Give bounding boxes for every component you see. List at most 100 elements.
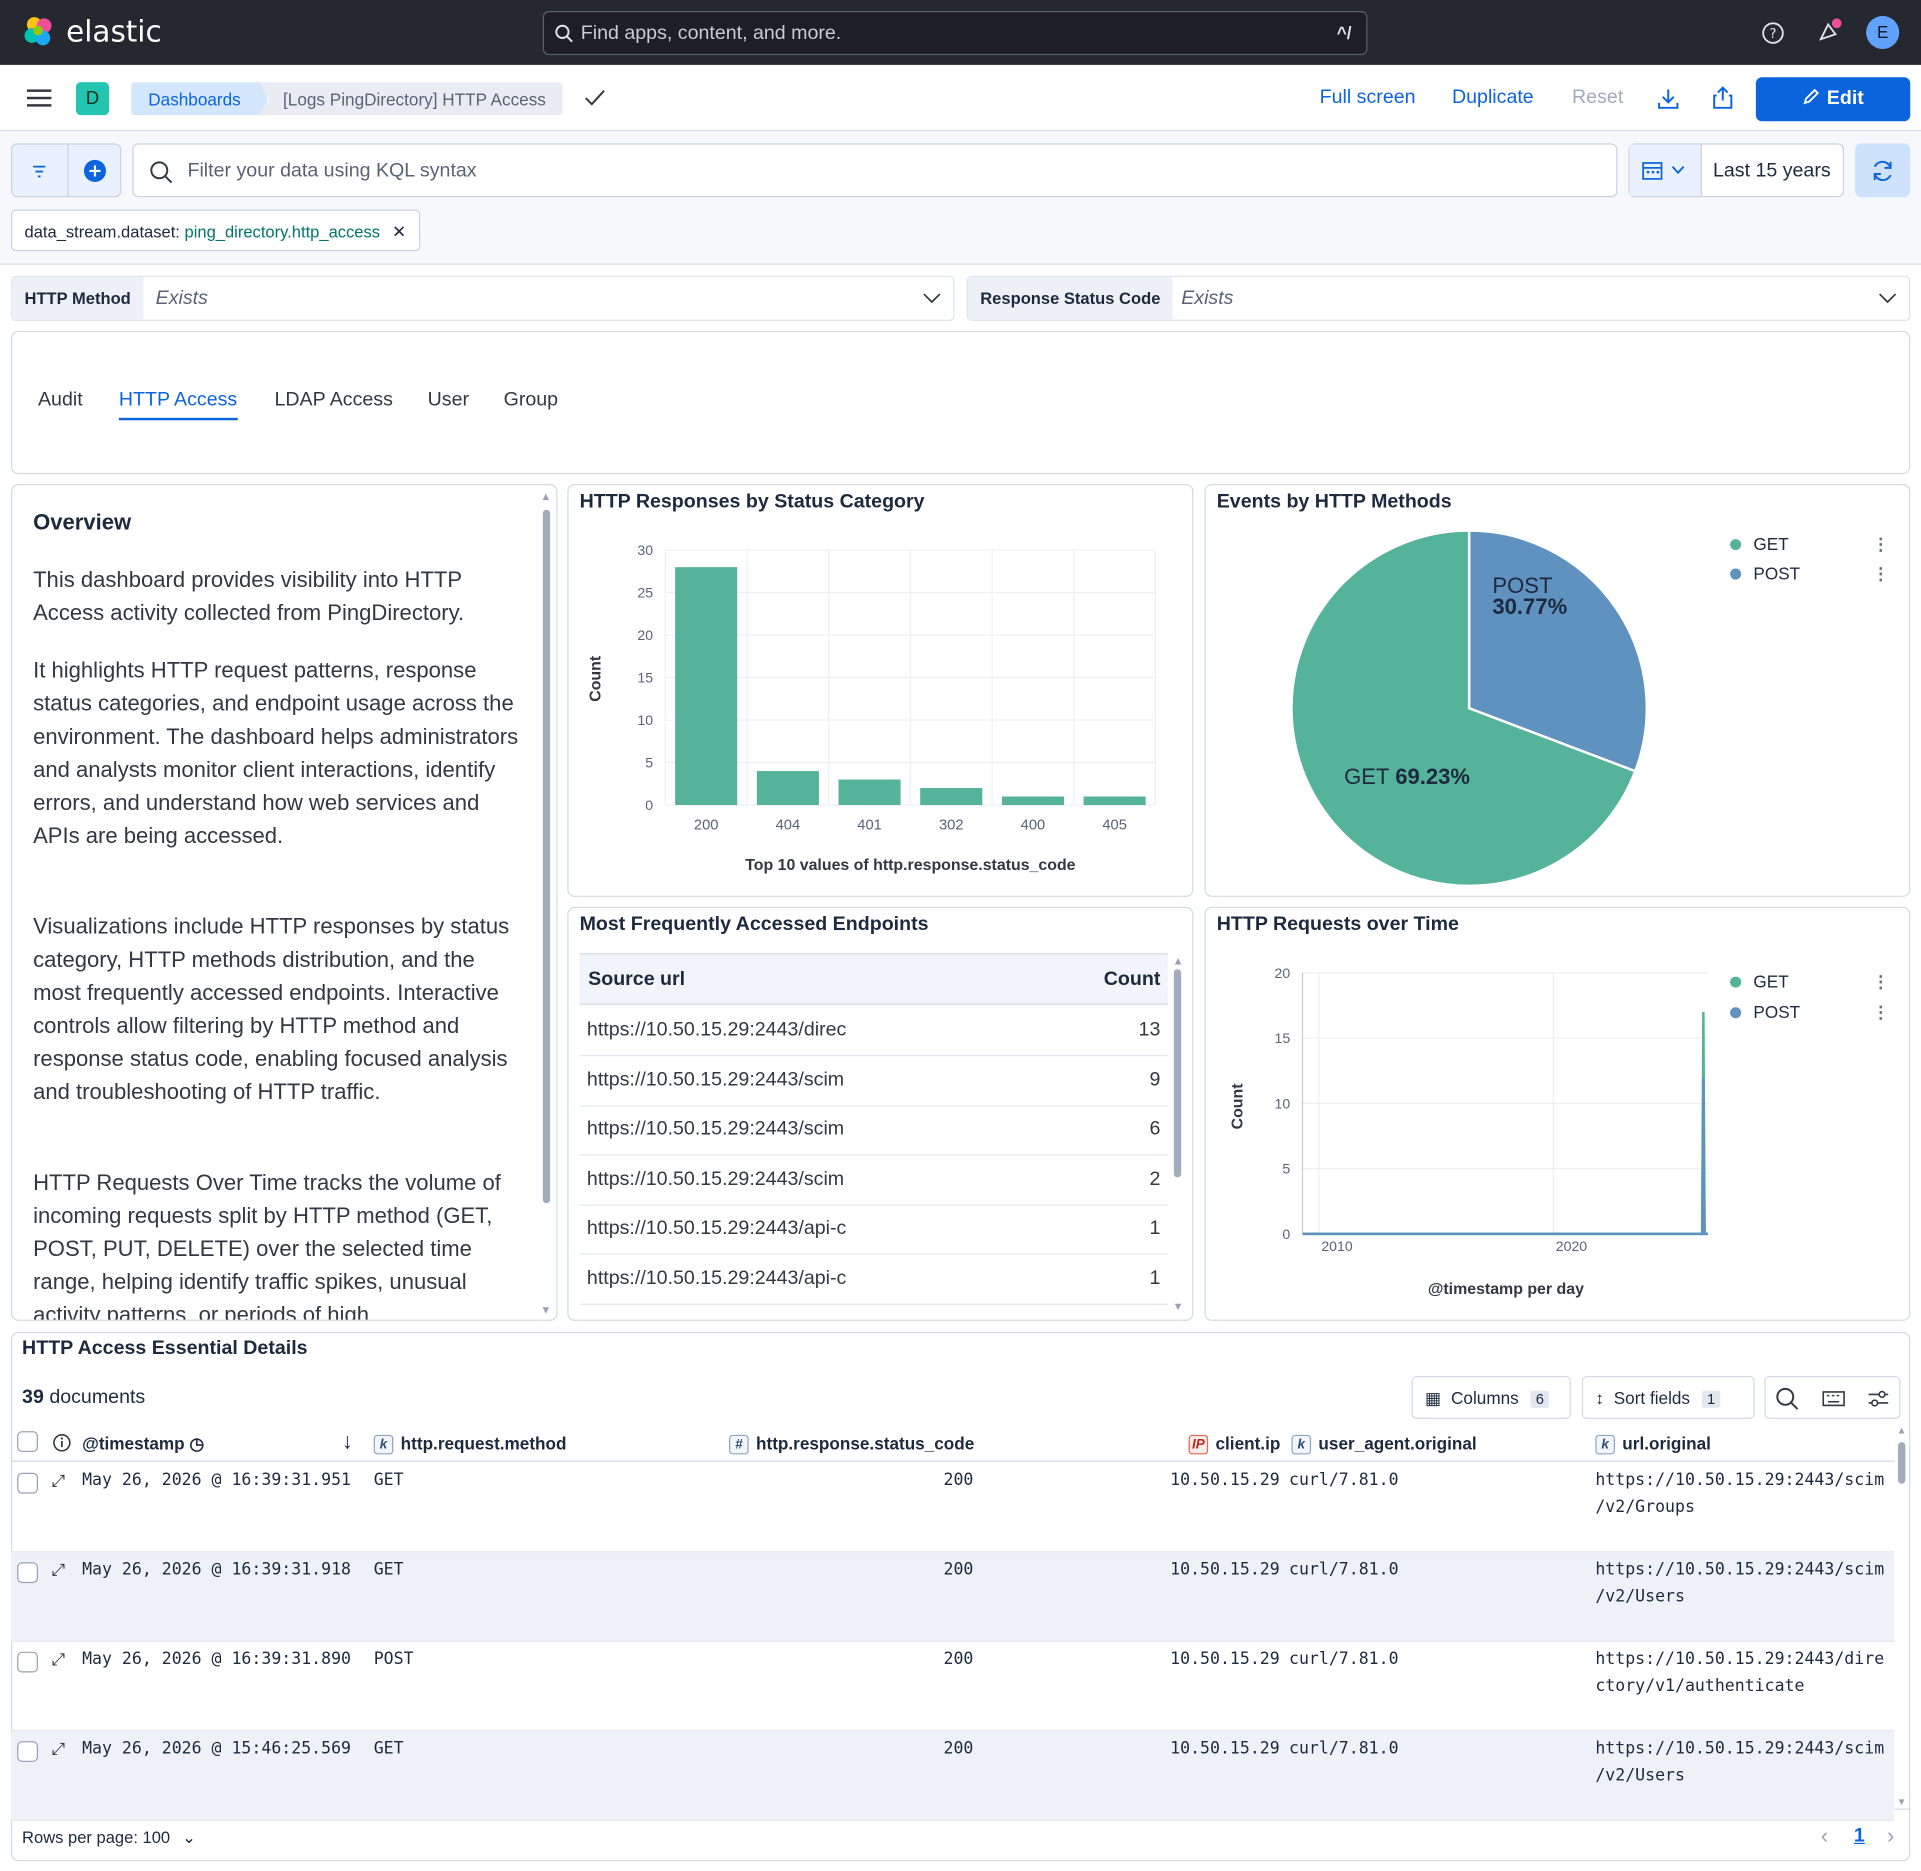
table-row[interactable]: https://10.50.15.29:2443/scim 9	[579, 1055, 1168, 1106]
bar[interactable]	[1001, 796, 1064, 806]
expand-row-icon[interactable]: ⤢	[51, 1470, 66, 1490]
full-screen-button[interactable]: Full screen	[1319, 86, 1416, 108]
brand-name[interactable]: elastic	[66, 14, 162, 50]
pie-slice[interactable]	[1467, 529, 1649, 773]
col-client-ip[interactable]: IP client.ip	[1188, 1434, 1280, 1455]
legend-item-post[interactable]: POST ⋮	[1730, 1002, 1889, 1033]
series-line[interactable]	[1302, 1012, 1709, 1236]
quick-menu-button[interactable]	[1629, 144, 1702, 197]
legend-item-get[interactable]: GET ⋮	[1730, 534, 1889, 563]
tab-ldap-access[interactable]: LDAP Access	[274, 389, 393, 411]
chevron-down-icon: ⌄	[182, 1828, 196, 1847]
y-tick-label: 5	[645, 754, 653, 770]
y-axis-label: Count	[1229, 1083, 1246, 1130]
refresh-button[interactable]	[1855, 143, 1911, 198]
legend-item-post[interactable]: POST ⋮	[1730, 564, 1889, 593]
page-number[interactable]: 1	[1853, 1825, 1865, 1847]
method-cell: GET	[373, 1738, 404, 1759]
tab-user[interactable]: User	[427, 389, 470, 411]
download-icon[interactable]	[1657, 87, 1680, 110]
bar[interactable]	[675, 567, 738, 806]
legend-options-icon[interactable]: ⋮	[1872, 534, 1890, 554]
row-checkbox[interactable]	[17, 1562, 38, 1584]
next-page-icon[interactable]: ›	[1886, 1823, 1895, 1848]
filter-pill[interactable]: data_stream.dataset: ping_directory.http…	[11, 209, 420, 252]
legend-options-icon[interactable]: ⋮	[1872, 563, 1890, 584]
grid-scrollbar[interactable]: ▲ ▼	[1896, 1425, 1907, 1808]
table-row[interactable]: https://10.50.15.29:2443/scim 2	[579, 1154, 1168, 1206]
expand-row-icon[interactable]: ⤢	[51, 1559, 66, 1580]
keyboard-icon[interactable]	[1822, 1391, 1845, 1407]
tab-http-access[interactable]: HTTP Access	[118, 390, 238, 421]
duplicate-button[interactable]: Duplicate	[1451, 86, 1534, 108]
expand-row-icon[interactable]: ⤢	[51, 1649, 66, 1669]
col-status-code[interactable]: # http.response.status_code	[729, 1434, 974, 1455]
col-source-url[interactable]: Source url	[588, 969, 686, 991]
table-row[interactable]: https://10.50.15.29:2443/direc 13	[579, 1005, 1168, 1057]
edit-button[interactable]: Edit	[1755, 77, 1911, 122]
col-user-agent[interactable]: k user_agent.original	[1291, 1434, 1477, 1455]
series-line[interactable]	[1302, 1077, 1709, 1236]
http-method-control[interactable]: HTTP Method Exists	[11, 275, 955, 322]
table-row[interactable]: https://10.50.15.29:2443/scim 6	[579, 1105, 1168, 1156]
table-row[interactable]: https://10.50.15.29:2443/api-c 1	[579, 1254, 1168, 1305]
share-icon[interactable]	[1712, 86, 1734, 111]
space-avatar[interactable]: D	[75, 82, 110, 116]
date-picker[interactable]: Last 15 years	[1628, 143, 1845, 198]
svg-text:?: ?	[1769, 26, 1776, 42]
filter-icon[interactable]	[31, 163, 48, 178]
edit-label: Edit	[1826, 88, 1864, 110]
expand-row-icon[interactable]: ⤢	[51, 1738, 66, 1759]
add-filter-icon[interactable]	[83, 159, 106, 182]
pie-slice[interactable]	[1290, 529, 1637, 888]
select-all-checkbox[interactable]	[17, 1431, 38, 1452]
col-timestamp[interactable]: @timestamp ◷	[82, 1434, 204, 1455]
news-feed-icon[interactable]	[1816, 17, 1843, 44]
col-url[interactable]: k url.original	[1595, 1434, 1711, 1455]
row-checkbox[interactable]	[17, 1472, 38, 1494]
bar[interactable]	[920, 788, 983, 806]
table-row[interactable]: ⤢ May 26, 2026 @ 16:39:31.951 GET 200 10.50.…	[11, 1463, 1895, 1553]
menu-icon[interactable]	[26, 88, 52, 108]
elastic-logo-icon[interactable]	[22, 15, 56, 49]
sort-fields-button[interactable]: ↕ Sort fields 1	[1581, 1376, 1755, 1419]
search-icon[interactable]	[1775, 1387, 1799, 1410]
bar[interactable]	[838, 779, 901, 806]
url-cell: https://10.50.15.29:2443/api-c	[579, 1204, 1099, 1255]
row-checkbox[interactable]	[17, 1741, 38, 1762]
bar[interactable]	[756, 771, 819, 806]
columns-button[interactable]: ▦ Columns 6	[1411, 1376, 1571, 1419]
row-checkbox[interactable]	[17, 1651, 38, 1673]
table-row[interactable]: ⤢ May 26, 2026 @ 16:39:31.890 POST 200 10.50…	[11, 1642, 1895, 1732]
chevron-down-icon	[1879, 293, 1897, 304]
url-cell-continued: /v2/Groups	[1595, 1497, 1695, 1517]
rows-per-page[interactable]: Rows per page: 100 ⌄	[22, 1828, 196, 1848]
table-row[interactable]: ⤢ May 26, 2026 @ 15:46:25.569 GET 200 10.50.…	[11, 1731, 1895, 1821]
control-value: Exists	[1181, 287, 1234, 309]
sort-descending-icon[interactable]: ↓	[341, 1428, 353, 1454]
legend-label: GET	[1753, 971, 1789, 992]
remove-filter-icon[interactable]: ✕	[392, 221, 407, 242]
legend-item-get[interactable]: GET ⋮	[1730, 972, 1889, 1003]
tab-group[interactable]: Group	[503, 389, 559, 411]
kql-search-input[interactable]: Filter your data using KQL syntax	[132, 143, 1618, 198]
info-icon[interactable]	[53, 1434, 71, 1452]
endpoints-scrollbar[interactable]: ▲ ▼	[1172, 954, 1184, 1313]
reset-button[interactable]: Reset	[1572, 86, 1624, 108]
prev-page-icon[interactable]: ‹	[1820, 1823, 1829, 1848]
help-icon[interactable]: ?	[1762, 22, 1784, 44]
table-row[interactable]: https://10.50.15.29:2443/api-c 1	[579, 1204, 1168, 1255]
col-count[interactable]: Count	[1103, 969, 1161, 991]
col-http-method[interactable]: k http.request.method	[373, 1434, 567, 1455]
global-search-input[interactable]: Find apps, content, and more. ^/	[542, 11, 1368, 56]
status-code-control[interactable]: Response Status Code Exists	[966, 275, 1911, 322]
display-settings-icon[interactable]	[1867, 1389, 1889, 1407]
tab-audit[interactable]: Audit	[37, 389, 83, 411]
user-avatar[interactable]: E	[1866, 15, 1900, 50]
breadcrumb-dashboards[interactable]: Dashboards	[131, 82, 268, 116]
legend-options-icon[interactable]: ⋮	[1872, 971, 1890, 992]
legend-options-icon[interactable]: ⋮	[1872, 1002, 1890, 1022]
table-row[interactable]: ⤢ May 26, 2026 @ 16:39:31.918 GET 200 10.50.…	[11, 1552, 1895, 1642]
overview-scrollbar[interactable]: ▲ ▼	[540, 490, 552, 1316]
bar[interactable]	[1083, 796, 1146, 806]
